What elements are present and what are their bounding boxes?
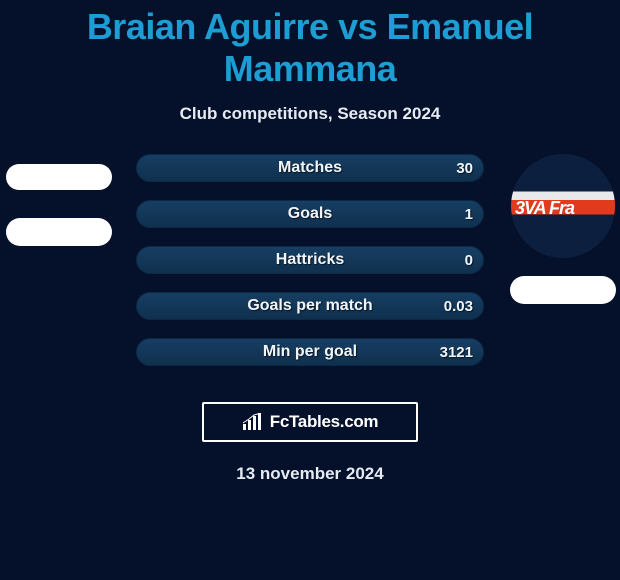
player1-avatar-pill (6, 164, 112, 190)
player2-avatar: 3VA Fra (511, 154, 615, 258)
player1-club-pill (6, 218, 112, 246)
stat-bars: Matches 30 Goals 1 Hattricks 0 Goals per… (136, 154, 484, 366)
stat-bar-min-per-goal: Min per goal 3121 (136, 338, 484, 366)
vs-text: vs (338, 6, 377, 47)
stat-label: Matches (278, 159, 342, 177)
stat-bar-goals: Goals 1 (136, 200, 484, 228)
player1-name: Braian Aguirre (87, 6, 329, 47)
stat-right-value: 3121 (440, 344, 473, 361)
stat-right-value: 1 (465, 206, 473, 223)
stat-label: Min per goal (263, 343, 357, 361)
brand-text: FcTables.com (270, 412, 379, 432)
stat-bar-hattricks: Hattricks 0 (136, 246, 484, 274)
bar-chart-icon (242, 413, 264, 431)
brand-box[interactable]: FcTables.com (202, 402, 418, 442)
player2-column: 3VA Fra (508, 154, 618, 304)
stat-label: Goals (288, 205, 332, 223)
stat-right-value: 0.03 (444, 298, 473, 315)
stat-right-value: 30 (456, 160, 473, 177)
stat-label: Goals per match (247, 297, 372, 315)
subtitle: Club competitions, Season 2024 (0, 104, 620, 124)
player2-club-pill (510, 276, 616, 304)
page-title: Braian Aguirre vs Emanuel Mammana (0, 0, 620, 90)
stat-bar-matches: Matches 30 (136, 154, 484, 182)
stat-bar-goals-per-match: Goals per match 0.03 (136, 292, 484, 320)
stat-label: Hattricks (276, 251, 344, 269)
date-text: 13 november 2024 (0, 464, 620, 484)
stat-right-value: 0 (465, 252, 473, 269)
jersey-sponsor-text: 3VA Fra (515, 198, 574, 219)
player2-jersey: 3VA Fra (511, 154, 615, 258)
comparison-arena: 3VA Fra Matches 30 Goals 1 Hattricks 0 G… (0, 154, 620, 384)
